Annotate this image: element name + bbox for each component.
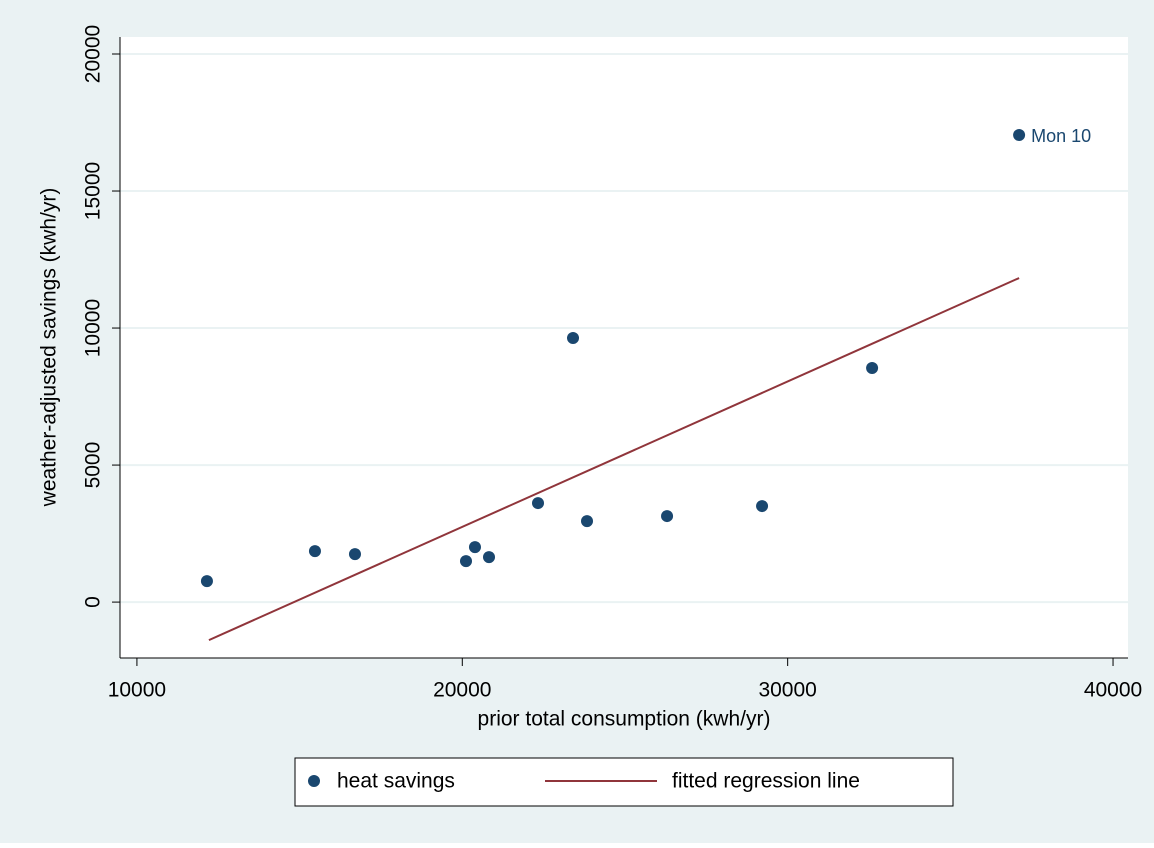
point bbox=[581, 515, 594, 528]
point bbox=[459, 555, 472, 568]
x-axis-label: prior total consumption (kwh/yr) bbox=[478, 708, 771, 731]
y-axis-label: weather-adjusted savings (kwh/yr) bbox=[38, 188, 61, 508]
point bbox=[483, 551, 496, 564]
point bbox=[756, 500, 769, 513]
plot-area bbox=[120, 37, 1128, 658]
point bbox=[200, 575, 213, 588]
fitted-line bbox=[208, 277, 1020, 642]
point-label: Mon 10 bbox=[1031, 126, 1091, 146]
point bbox=[866, 362, 879, 375]
point bbox=[567, 332, 580, 345]
x-tick-label: 20000 bbox=[433, 679, 491, 702]
point bbox=[532, 497, 545, 510]
x-tick-label: 30000 bbox=[758, 679, 816, 702]
legend-marker bbox=[308, 775, 320, 787]
y-tick-label: 0 bbox=[82, 596, 105, 608]
point bbox=[661, 510, 674, 523]
x-tick-label: 10000 bbox=[108, 679, 166, 702]
legend-label: fitted regression line bbox=[672, 770, 860, 793]
y-tick-label: 15000 bbox=[82, 162, 105, 220]
legend-label: heat savings bbox=[337, 770, 455, 793]
x-tick-label: 40000 bbox=[1084, 679, 1142, 702]
y-tick-label: 20000 bbox=[82, 25, 105, 83]
y-tick-label: 10000 bbox=[82, 299, 105, 357]
point bbox=[348, 548, 361, 561]
point bbox=[308, 545, 321, 558]
point bbox=[468, 541, 481, 554]
y-tick-label: 5000 bbox=[82, 442, 105, 489]
point bbox=[1013, 129, 1026, 142]
